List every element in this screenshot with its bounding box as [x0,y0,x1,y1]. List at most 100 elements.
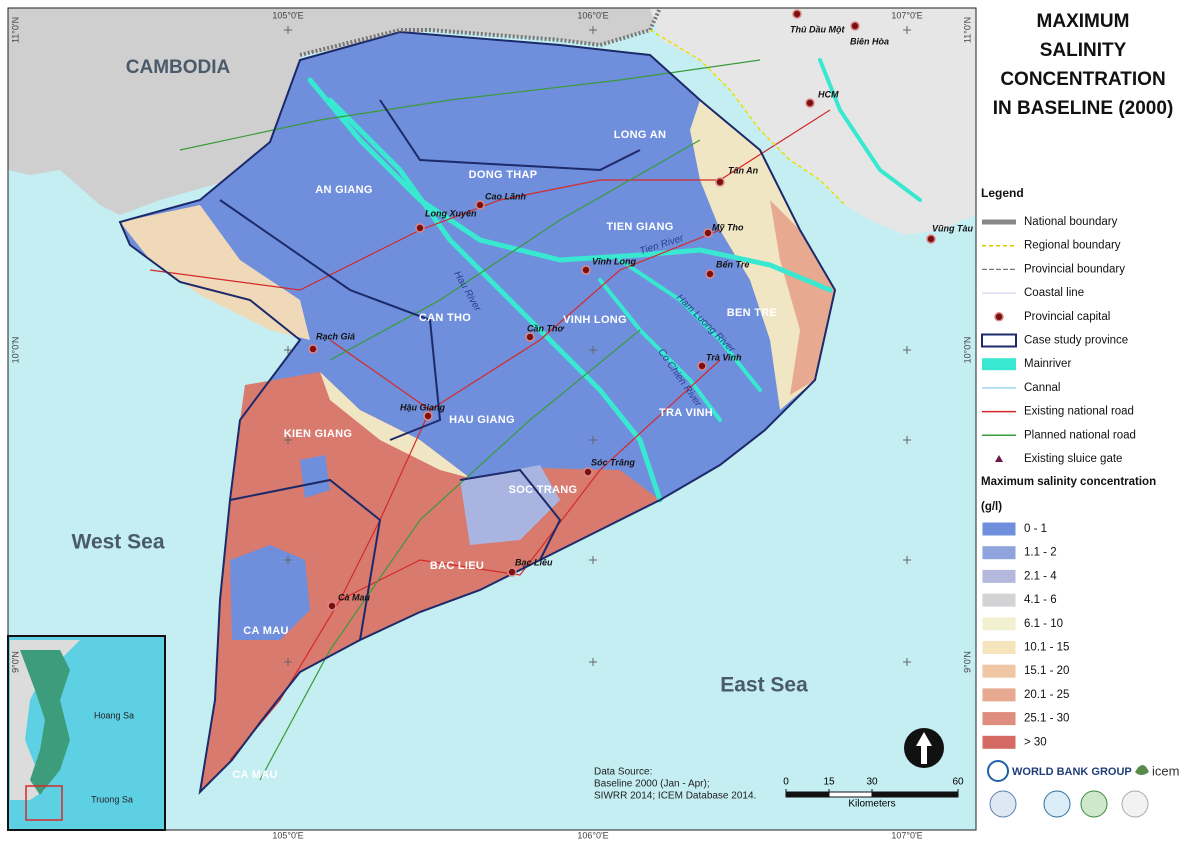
source-line: SIWRR 2014; ICEM Database 2014. [594,791,756,802]
lon-label: 105°0'E [272,10,303,20]
legend-title: Legend [981,186,1024,200]
provincial-capital [525,332,535,342]
provincial-capital [308,344,318,354]
lon-label: 107°0'E [891,10,922,20]
legend-symbol [982,358,1016,371]
legend-label: Mainriver [1024,358,1071,370]
legend-subtitle: Maximum salinity concentration [981,476,1156,488]
provincial-capital [703,228,713,238]
grid-cross [284,346,292,354]
region-label: HAU GIANG [449,414,515,426]
lat-label: 10°0'N [962,337,972,364]
scale-label: 0 [783,777,789,788]
case-study-provinces [118,30,837,795]
country-label: CAMBODIA [126,57,231,78]
provincial-capital [926,234,936,244]
region-label: VINH LONG [563,314,627,326]
provincial-capital [423,411,433,421]
legend-label: 6.1 - 10 [1024,618,1063,630]
legend-label: National boundary [1024,216,1118,228]
region-label: KIEN GIANG [284,428,352,440]
regional-boundary [649,29,846,206]
provincial-capital [805,98,815,108]
city-label: Trà Vinh [706,352,742,362]
legend-label: 0 - 1 [1024,523,1047,535]
salinity-east [770,200,835,395]
legend-swatch [981,568,1017,584]
legend-swatch [981,616,1017,632]
city-label: Vũng Tàu [932,223,973,233]
salinity-fringe-east [690,100,835,410]
region-label: AN GIANG [315,184,372,196]
cambodia-land [8,8,660,215]
scale-segment [828,791,873,798]
legend-swatch [981,663,1017,679]
city-label: Tân An [728,165,759,175]
provincial-capital [697,361,707,371]
title-line: IN BASELINE (2000) [993,98,1174,119]
region-label: DONG THAP [469,169,538,181]
partner-logos [987,760,1149,818]
grid-cross [903,658,911,666]
lat-label: 11°0'N [10,17,20,43]
north-arrow [904,728,944,768]
legend-swatch [981,711,1017,727]
scale-label: 60 [952,777,964,788]
city-label: Hậu Giang [400,402,446,412]
scale-label: 15 [823,777,835,788]
map-frame [8,8,976,830]
legend-swatch [981,687,1017,703]
city-label: Sóc Trăng [591,457,635,467]
grid-cross [284,658,292,666]
legend-label: Provincial boundary [1024,263,1125,275]
legend-label: 15.1 - 20 [1024,665,1069,677]
title-line: MAXIMUM [1037,11,1130,32]
lat-label: 9°0'N [962,651,972,673]
scale-segment [785,791,830,798]
inset-label: Truong Sa [91,794,133,804]
salinity-fringe-west [120,205,310,340]
main-rivers [307,58,922,503]
region-label: BEN TRE [727,307,777,319]
legend-label: 20.1 - 25 [1024,689,1069,701]
provincial-capital [475,200,485,210]
region-label: LONG AN [614,129,666,141]
legend-swatch [981,640,1017,655]
grid-cross [903,26,911,34]
lon-label: 105°0'E [272,830,303,840]
lat-label: 9°0'N [10,651,20,673]
legend-label: 25.1 - 30 [1024,713,1069,725]
city-label: Biên Hòa [850,36,889,46]
brackish-zone [460,465,560,545]
grid-cross [589,658,597,666]
legend-label: Cannal [1024,382,1060,394]
lat-label: 11°0'N [962,17,972,43]
legend-label: > 30 [1024,736,1047,748]
fresh-pocket [230,545,310,640]
provincial-capital [715,177,725,187]
grid-cross [284,556,292,564]
title-line: CONCENTRATION [1000,69,1165,90]
lat-label: 10°0'N [10,337,20,364]
provincial-capital [583,467,593,477]
salinity-fringe-south [320,372,470,478]
region-label: CA MAU [243,625,288,637]
region-label: BAC LIEU [430,560,484,572]
city-label: HCM [818,89,839,99]
legend-unit: (g/l) [981,501,1002,513]
legend-label: Regional boundary [1024,240,1121,252]
title-line: SALINITY [1040,40,1127,61]
legend-label: 4.1 - 6 [1024,594,1057,606]
sea-label: East Sea [720,674,808,697]
legend-label: 2.1 - 4 [1024,570,1057,582]
scale-segment [871,791,959,798]
city-label: Bến Tre [716,259,749,269]
legend-label: Case study province [1024,335,1128,347]
grid-cross [589,436,597,444]
grid-cross [284,436,292,444]
provincial-capital [705,269,715,279]
legend-swatch [981,734,1017,750]
inset-extent [25,785,63,821]
grid-cross [589,346,597,354]
grid-cross [903,346,911,354]
